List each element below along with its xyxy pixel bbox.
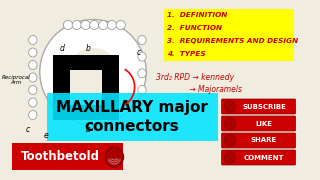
- Ellipse shape: [116, 21, 125, 30]
- Text: 3rd₂ RPD → kennedy: 3rd₂ RPD → kennedy: [156, 73, 234, 82]
- Ellipse shape: [63, 21, 73, 30]
- Ellipse shape: [90, 21, 99, 30]
- FancyBboxPatch shape: [221, 116, 296, 131]
- Text: SUBSCRIBE: SUBSCRIBE: [242, 103, 286, 109]
- Ellipse shape: [29, 48, 37, 57]
- Ellipse shape: [81, 21, 90, 30]
- FancyBboxPatch shape: [12, 143, 124, 170]
- FancyBboxPatch shape: [221, 99, 296, 114]
- Ellipse shape: [29, 86, 37, 94]
- Ellipse shape: [68, 48, 118, 96]
- Text: b: b: [86, 44, 91, 53]
- Ellipse shape: [29, 111, 37, 120]
- Circle shape: [224, 100, 236, 112]
- Text: e: e: [44, 130, 48, 140]
- FancyBboxPatch shape: [221, 133, 296, 148]
- Text: MAXILLARY major
connectors: MAXILLARY major connectors: [56, 100, 208, 134]
- FancyBboxPatch shape: [53, 55, 70, 120]
- Text: d: d: [60, 44, 65, 53]
- FancyBboxPatch shape: [53, 55, 119, 70]
- FancyBboxPatch shape: [102, 55, 119, 120]
- Circle shape: [224, 152, 236, 163]
- Text: 4.  TYPES: 4. TYPES: [167, 51, 206, 57]
- Text: SHARE: SHARE: [251, 138, 277, 143]
- Ellipse shape: [138, 69, 146, 78]
- Ellipse shape: [29, 98, 37, 107]
- Text: → Majoramels: → Majoramels: [156, 85, 242, 94]
- Ellipse shape: [29, 35, 37, 44]
- Text: Toothbetold: Toothbetold: [21, 150, 100, 163]
- Ellipse shape: [72, 21, 81, 30]
- FancyBboxPatch shape: [5, 0, 301, 180]
- Ellipse shape: [138, 86, 146, 94]
- Ellipse shape: [99, 21, 108, 30]
- Circle shape: [224, 118, 236, 129]
- FancyBboxPatch shape: [53, 105, 119, 120]
- Circle shape: [224, 134, 236, 147]
- FancyBboxPatch shape: [164, 9, 294, 61]
- Text: Reciprocal
Arm: Reciprocal Arm: [2, 75, 30, 85]
- Text: b: b: [86, 125, 91, 134]
- Ellipse shape: [40, 19, 146, 125]
- FancyBboxPatch shape: [221, 150, 296, 165]
- Ellipse shape: [138, 52, 146, 61]
- Text: 3.  REQUIREMENTS AND DESIGN: 3. REQUIREMENTS AND DESIGN: [167, 38, 298, 44]
- Text: 1.  DEFINITION: 1. DEFINITION: [167, 12, 227, 18]
- Text: LIKE: LIKE: [256, 120, 273, 127]
- Ellipse shape: [138, 35, 146, 44]
- Text: COMMENT: COMMENT: [244, 154, 284, 161]
- FancyBboxPatch shape: [47, 93, 218, 141]
- FancyBboxPatch shape: [70, 70, 102, 105]
- Ellipse shape: [107, 21, 116, 30]
- Text: 2.  FUNCTION: 2. FUNCTION: [167, 25, 222, 31]
- Circle shape: [105, 147, 124, 167]
- Ellipse shape: [29, 60, 37, 69]
- Text: c: c: [26, 125, 30, 134]
- Text: c: c: [137, 48, 141, 57]
- Ellipse shape: [29, 73, 37, 82]
